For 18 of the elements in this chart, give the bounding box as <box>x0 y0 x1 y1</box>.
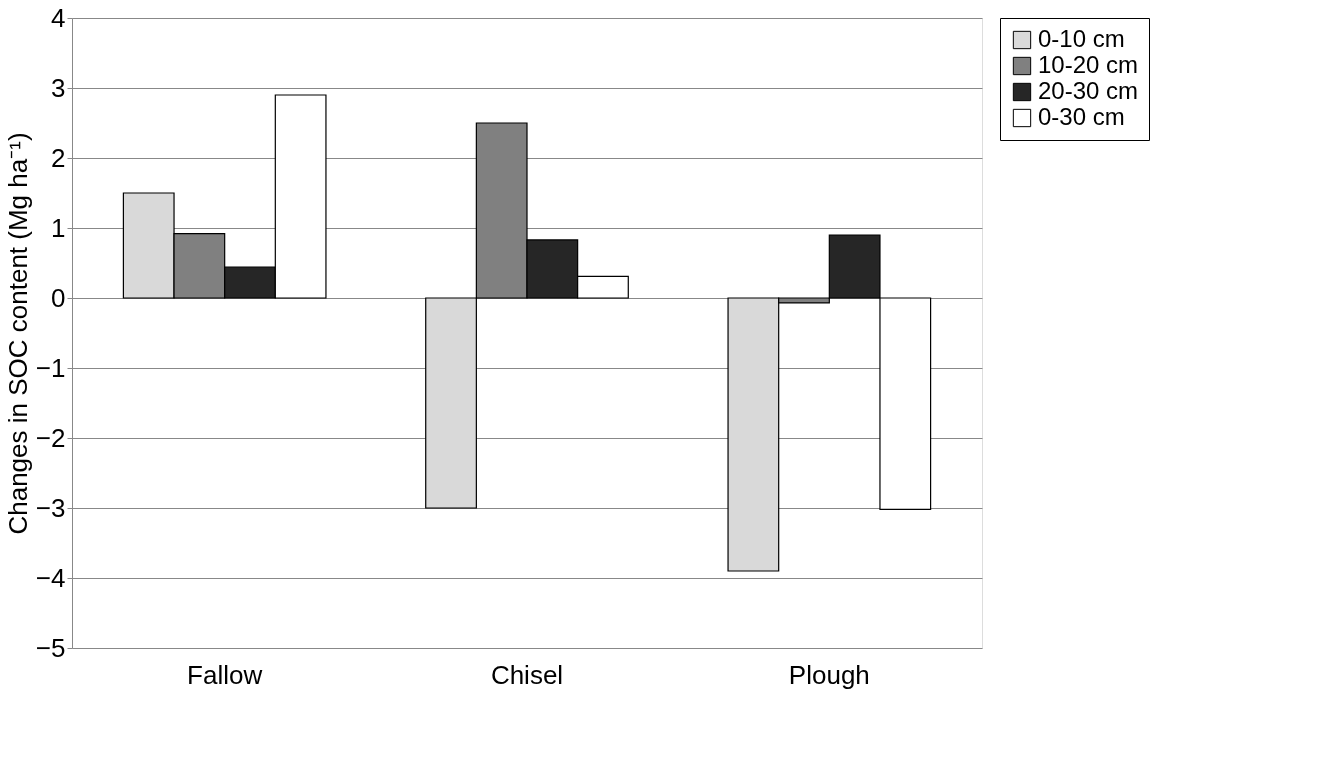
x-tick-label: Plough <box>788 659 870 690</box>
y-tick-label: −2 <box>35 422 66 453</box>
legend-label: 0-30 cm <box>1038 103 1125 130</box>
y-tick-label: 0 <box>51 282 66 313</box>
y-tick-label: −3 <box>35 492 66 523</box>
y-tick-label: 1 <box>51 212 66 243</box>
y-tick-label: 4 <box>51 2 66 33</box>
y-tick-label: −4 <box>35 562 66 593</box>
x-tick-label: Chisel <box>490 659 564 690</box>
y-tick-label: −5 <box>35 632 66 663</box>
legend-label: 0-10 cm <box>1038 25 1125 52</box>
y-tick-label: −1 <box>35 352 66 383</box>
y-tick-label: 2 <box>51 142 66 173</box>
legend-label: 10-20 cm <box>1038 51 1139 78</box>
x-tick-label: Fallow <box>187 659 263 690</box>
legend-label: 20-30 cm <box>1038 77 1139 104</box>
y-tick-label: 3 <box>51 72 66 103</box>
y-axis-title: Changes in SOC content (Mg ha⁻¹) <box>2 132 33 535</box>
